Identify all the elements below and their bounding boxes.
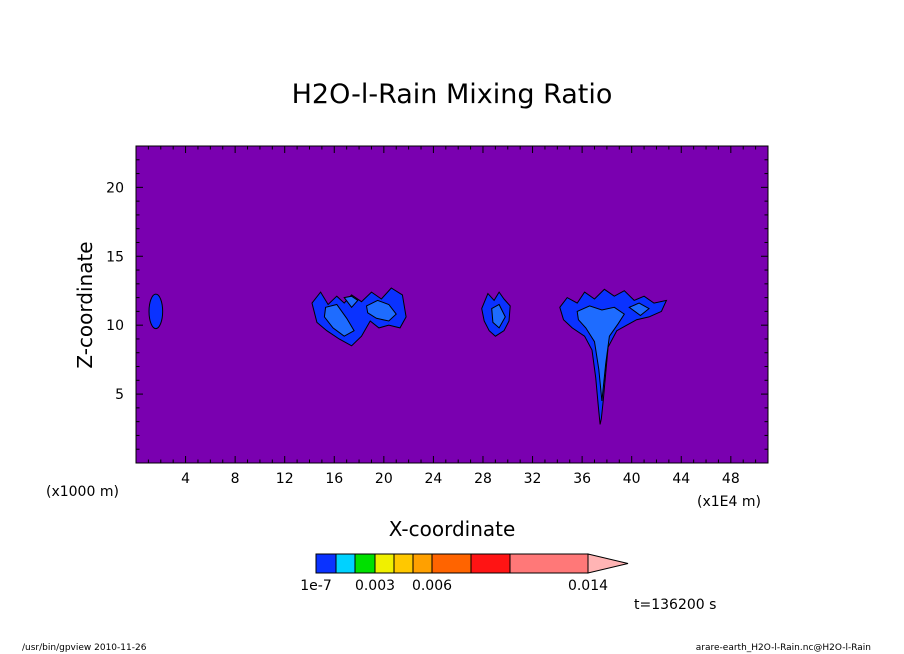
colorbar-segment (393, 553, 414, 574)
y-tick-label: 5 (115, 387, 124, 403)
time-label: t=136200 s (634, 597, 716, 613)
footer-right: arare-earth_H2O-l-Rain.nc@H2O-l-Rain (696, 643, 871, 653)
x-unit-label: (x1E4 m) (697, 494, 761, 510)
y-unit-label: (x1000 m) (46, 484, 119, 500)
y-tick-label: 10 (106, 318, 124, 334)
colorbar-segment (335, 553, 356, 574)
colorbar-label: 0.003 (355, 578, 395, 594)
contour-region-inner (343, 295, 359, 309)
contour-regions (148, 287, 668, 425)
chart-title: H2O-l-Rain Mixing Ratio (292, 79, 613, 110)
y-ticks: 5 10 15 20 (106, 159, 768, 450)
y-tick-label: 15 (106, 249, 124, 265)
x-ticks: 4 8 12 16 20 24 28 32 36 40 44 48 (147, 146, 757, 487)
x-tick-label: 44 (672, 471, 690, 487)
colorbar-segment (374, 553, 395, 574)
contour-region-inner (491, 303, 506, 329)
contour-region (148, 293, 164, 330)
colorbar-label: 1e-7 (300, 578, 331, 594)
x-tick-label: 24 (424, 471, 442, 487)
x-tick-label: 12 (276, 471, 294, 487)
x-axis-label: X-coordinate (389, 517, 516, 541)
colorbar-label: 0.006 (412, 578, 452, 594)
x-tick-label: 48 (722, 471, 740, 487)
x-tick-label: 8 (231, 471, 240, 487)
x-tick-label: 32 (524, 471, 542, 487)
colorbar-segment (431, 553, 472, 574)
x-tick-label: 4 (181, 471, 190, 487)
contour-region-inner (628, 302, 650, 317)
colorbar-segment (354, 553, 376, 574)
plot-background (135, 145, 769, 464)
colorbar-label: 0.014 (568, 578, 608, 594)
colorbar-extend-arrow (587, 553, 629, 574)
colorbar: 1e-7 0.003 0.006 0.014 (300, 553, 629, 594)
colorbar-segment (509, 553, 589, 574)
x-tick-label: 28 (474, 471, 492, 487)
colorbar-segment (315, 553, 337, 574)
x-tick-label: 36 (573, 471, 591, 487)
contour-region-inner (323, 303, 355, 337)
x-tick-label: 20 (375, 471, 393, 487)
colorbar-segment (470, 553, 511, 574)
y-axis-label: Z-coordinate (73, 241, 97, 368)
contour-region-inner (365, 299, 397, 322)
x-tick-label: 16 (325, 471, 343, 487)
y-tick-label: 20 (106, 180, 124, 196)
x-tick-label: 40 (623, 471, 641, 487)
footer-left: /usr/bin/gpview 2010-11-26 (22, 643, 147, 653)
colorbar-segment (412, 553, 433, 574)
contour-region-inner (576, 305, 625, 402)
